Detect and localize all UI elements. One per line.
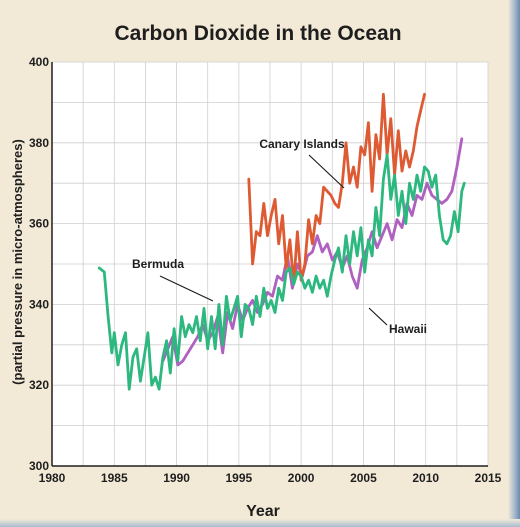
x-tick-label: 2000 xyxy=(288,471,315,485)
annotation-leader-canary-islands xyxy=(308,154,345,189)
y-axis-title: (partial pressure in micro-atmospheres) xyxy=(10,139,25,385)
series-line-bermuda xyxy=(97,153,466,391)
y-tick-label: 380 xyxy=(29,136,49,150)
series-lines xyxy=(97,92,466,391)
y-tick-label: 320 xyxy=(29,378,49,392)
grid-lines xyxy=(51,61,489,467)
y-tick-label: 340 xyxy=(29,297,49,311)
x-tick-label: 1995 xyxy=(226,471,253,485)
frame-edge-bottom xyxy=(0,519,520,527)
annotation-leader-bermuda xyxy=(159,275,214,302)
chart-title: Carbon Dioxide in the Ocean xyxy=(114,22,401,45)
x-tick-label: 1985 xyxy=(101,471,128,485)
x-tick-label: 1980 xyxy=(39,471,66,485)
y-tick-label: 400 xyxy=(29,55,49,69)
x-tick-label: 2005 xyxy=(350,471,377,485)
annotations: Canary Islands Bermuda Hawaii xyxy=(132,137,427,336)
annotation-leader-hawaii xyxy=(368,307,388,326)
annotation-label-bermuda: Bermuda xyxy=(132,257,184,271)
series-line-canary-islands xyxy=(247,92,426,286)
y-tick-label: 300 xyxy=(29,459,49,473)
frame-edge-right xyxy=(508,0,520,527)
x-tick-label: 1990 xyxy=(163,471,190,485)
axes: 1980 1985 1990 1995 2000 2005 2010 2015 300 320 34… xyxy=(29,55,502,485)
y-tick-label: 360 xyxy=(29,217,49,231)
x-tick-label: 2010 xyxy=(412,471,439,485)
annotation-label-hawaii: Hawaii xyxy=(389,322,427,336)
x-axis-title: Year xyxy=(246,503,280,520)
annotation-label-canary-islands: Canary Islands xyxy=(259,137,345,151)
x-tick-label: 2015 xyxy=(475,471,502,485)
